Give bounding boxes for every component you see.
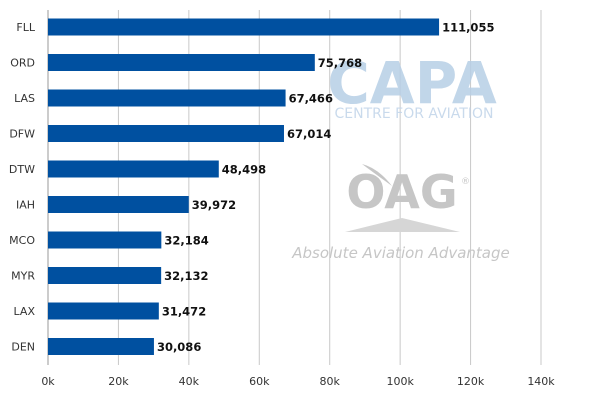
bars (48, 18, 440, 355)
capa-tagline: CENTRE FOR AVIATION (335, 106, 494, 122)
y-axis-categories: FLL ORD LAS DFW DTW IAH MCO MYR LAX DEN (9, 21, 36, 354)
y-category-label: DFW (9, 128, 35, 141)
oag-swoosh-icon (362, 164, 392, 186)
watermark: CAPA CENTRE FOR AVIATION OAG ® Absolute … (291, 49, 510, 262)
x-tick-label: 60k (249, 375, 270, 388)
oag-wedge-icon (345, 218, 460, 232)
data-labels: 111,055 75,768 67,466 67,014 48,498 39,972 32,… (157, 21, 495, 355)
data-label: 48,498 (222, 163, 266, 177)
bar-lax (48, 302, 159, 320)
bar-myr (48, 267, 162, 284)
y-category-label: ORD (10, 57, 35, 70)
bar-mco (48, 231, 162, 249)
bar-den (48, 338, 154, 355)
x-tick-label: 120k (457, 375, 485, 388)
y-category-label: LAS (14, 92, 35, 105)
oag-tagline: Absolute Aviation Advantage (291, 244, 510, 262)
x-tick-label: 0k (41, 375, 55, 388)
y-category-label: IAH (16, 199, 35, 212)
oag-logo: OAG (346, 165, 457, 219)
bar-iah (48, 196, 189, 213)
y-category-label: MCO (9, 234, 35, 247)
data-label: 67,014 (287, 127, 331, 141)
x-tick-label: 140k (527, 375, 555, 388)
bar-fll (48, 18, 440, 36)
bar-ord (48, 54, 315, 71)
bar-las (48, 89, 286, 107)
data-label: 75,768 (318, 56, 362, 70)
x-tick-label: 80k (320, 375, 341, 388)
data-label: 111,055 (442, 21, 494, 35)
capa-logo: CAPA (327, 49, 497, 117)
data-label: 32,132 (164, 269, 208, 283)
y-category-label: LAX (14, 305, 36, 318)
oag-registered-icon: ® (461, 177, 470, 187)
x-tick-label: 20k (108, 375, 129, 388)
bar-dfw (48, 125, 284, 142)
y-category-label: DEN (11, 341, 35, 354)
data-label: 32,184 (164, 234, 208, 248)
bar-dtw (48, 160, 219, 178)
x-tick-label: 40k (179, 375, 200, 388)
y-category-label: DTW (9, 163, 35, 176)
y-category-label: MYR (11, 270, 35, 283)
data-label: 31,472 (162, 305, 206, 319)
data-label: 67,466 (289, 92, 333, 106)
data-label: 30,086 (157, 340, 201, 354)
data-label: 39,972 (192, 198, 236, 212)
x-axis-ticks: 0k 20k 40k 60k 80k 100k 120k 140k (41, 375, 555, 388)
x-tick-label: 100k (386, 375, 414, 388)
y-category-label: FLL (16, 21, 35, 34)
